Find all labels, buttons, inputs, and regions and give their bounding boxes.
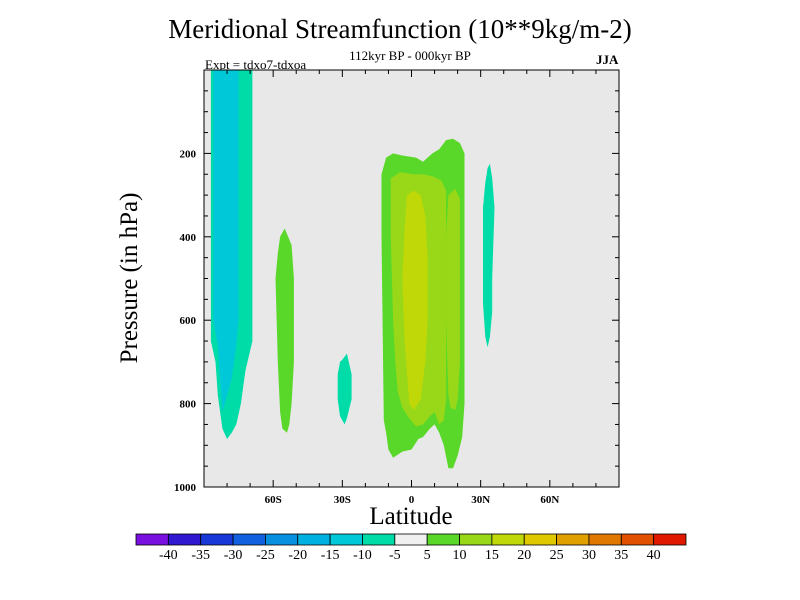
colorbar-swatch — [167, 533, 202, 546]
colorbar-swatch — [232, 533, 266, 546]
colorbar-label: 10 — [453, 548, 467, 563]
tropical-positive-core — [402, 190, 428, 410]
colorbar-swatch — [329, 533, 363, 546]
chart-subtitle: 112kyr BP - 000kyr BP — [349, 48, 471, 63]
experiment-label: Expt = tdxo7-tdxoa — [205, 57, 307, 72]
colorbar-label: 35 — [614, 548, 628, 563]
colorbar-swatch — [297, 533, 331, 546]
colorbar-label: -20 — [288, 548, 307, 563]
y-tick-label: 400 — [180, 232, 197, 244]
colorbar-swatch — [265, 533, 299, 546]
x-tick-label: 60S — [265, 494, 282, 506]
colorbar-label: 40 — [647, 548, 661, 563]
colorbar-label: -30 — [224, 548, 243, 563]
colorbar-swatch — [491, 533, 525, 546]
chart-title: Meridional Streamfunction (10**9kg/m-2) — [168, 14, 632, 44]
colorbar-label: 5 — [424, 548, 431, 563]
colorbar-label: -40 — [159, 548, 178, 563]
colorbar-label: -10 — [353, 548, 372, 563]
colorbar-swatch — [362, 533, 396, 546]
colorbar-swatch — [620, 533, 655, 546]
y-tick-label: 200 — [180, 148, 197, 160]
colorbar-swatch — [394, 533, 428, 546]
axis-ticks — [203, 70, 620, 488]
tropical-positive-north-band — [446, 188, 460, 410]
sh-subtrop-negative — [337, 353, 352, 425]
contour-regions — [210, 70, 495, 469]
colorbar-label: -25 — [256, 548, 275, 563]
sh-polar-core — [213, 70, 239, 412]
x-tick-label: 30S — [334, 494, 351, 506]
colorbar-swatch — [426, 533, 460, 546]
sh-midlat-positive — [275, 228, 294, 433]
x-tick-label: 30N — [471, 494, 490, 506]
colorbar-swatch — [135, 533, 169, 546]
colorbar-label: -15 — [321, 548, 340, 563]
colorbar-swatch — [459, 533, 493, 546]
season-label: JJA — [596, 52, 619, 67]
colorbar-swatch — [523, 533, 557, 546]
y-tick-label: 600 — [180, 315, 197, 327]
colorbar-swatch — [556, 533, 590, 546]
y-tick-labels: 200 400 600 800 1000 — [174, 148, 197, 494]
x-tick-labels: 60S 30S 0 30N 60N — [265, 494, 560, 506]
y-tick-label: 800 — [180, 399, 197, 411]
colorbar-swatch — [588, 533, 622, 546]
nh-subtrop-negative — [483, 163, 495, 348]
x-tick-label: 60N — [540, 494, 559, 506]
colorbar-labels: -40 -35 -30 -25 -20 -15 -10 -5 5 10 15 20 25 30 35 40 — [159, 548, 661, 563]
colorbar-label: 15 — [485, 548, 499, 563]
colorbar — [135, 533, 687, 546]
colorbar-swatch — [653, 533, 687, 546]
y-axis-label: Pressure (in hPa) — [116, 193, 143, 364]
colorbar-label: 25 — [550, 548, 564, 563]
colorbar-label: -35 — [191, 548, 210, 563]
y-tick-label: 1000 — [174, 482, 197, 494]
colorbar-label: -5 — [389, 548, 401, 563]
x-tick-label: 0 — [409, 494, 415, 506]
colorbar-label: 20 — [517, 548, 531, 563]
x-axis-label: Latitude — [369, 503, 452, 530]
colorbar-label: 30 — [582, 548, 596, 563]
colorbar-swatch — [200, 533, 234, 546]
